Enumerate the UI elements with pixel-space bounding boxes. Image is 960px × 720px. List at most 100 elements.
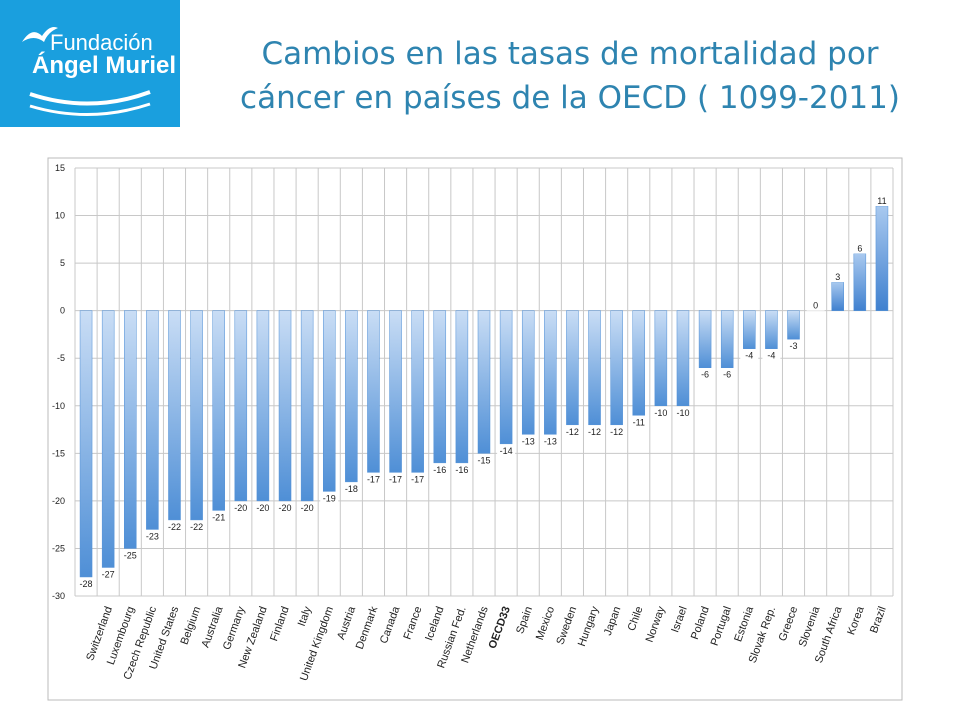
x-tick-label: OECD33 (487, 605, 513, 650)
value-label: -19 (323, 493, 336, 503)
value-label: -17 (367, 474, 380, 484)
y-tick-label: -5 (57, 353, 65, 363)
value-label-bg (850, 243, 869, 254)
value-label: -18 (345, 484, 358, 494)
x-tick-label: Mexico (534, 605, 557, 642)
bar (654, 310, 668, 407)
y-tick-label: 15 (55, 163, 65, 173)
y-tick-label: 10 (55, 211, 65, 221)
logo: Fundación Ángel Muriel (0, 0, 180, 127)
value-label: -27 (102, 569, 115, 579)
value-label-bg (298, 502, 317, 513)
x-tick-label: Greece (777, 605, 801, 643)
bar (256, 310, 270, 502)
value-label: -16 (433, 465, 446, 475)
value-label-bg (342, 483, 361, 494)
y-tick-label: 0 (60, 306, 65, 316)
bar (322, 310, 336, 492)
x-tick-label: France (402, 605, 425, 641)
value-label-bg (320, 493, 339, 504)
chart-title: Cambios en las tasas de mortalidad por c… (240, 36, 900, 116)
value-label-bg (872, 196, 891, 207)
value-label-bg (364, 474, 383, 485)
x-tick-label: Belgium (179, 605, 204, 646)
value-label: -22 (168, 522, 181, 532)
value-label: -15 (477, 455, 490, 465)
value-label: -16 (455, 465, 468, 475)
value-label: 3 (835, 272, 840, 282)
logo-line: Fundación (50, 30, 153, 55)
value-label-bg (497, 445, 516, 456)
value-label-bg (585, 426, 604, 437)
bar (521, 310, 535, 435)
value-label-bg (541, 436, 560, 447)
x-tick-label: Hungary (576, 604, 602, 648)
value-label: -14 (500, 446, 513, 456)
x-tick-label: Israel (669, 605, 689, 634)
value-label: -6 (723, 370, 731, 380)
value-label: -13 (522, 436, 535, 446)
value-label: -20 (279, 503, 292, 513)
value-label: -12 (610, 427, 623, 437)
value-label-bg (165, 521, 184, 532)
value-label-bg (452, 464, 471, 475)
value-label-bg (121, 550, 140, 561)
x-tick-label: Iceland (423, 605, 446, 642)
value-label-bg (408, 474, 427, 485)
value-label-bg (77, 578, 96, 589)
bar (632, 310, 646, 416)
value-label-bg (563, 426, 582, 437)
x-tick-label: Canada (378, 604, 403, 645)
bar (300, 310, 314, 502)
bar (831, 281, 844, 311)
x-tick-label: Denmark (354, 604, 381, 651)
x-tick-label: Japan (602, 605, 624, 637)
x-tick-label: Chile (626, 605, 646, 633)
value-label-bg (696, 369, 715, 380)
value-label: -12 (588, 427, 601, 437)
bar (168, 310, 181, 521)
value-label-bg (231, 502, 250, 513)
bar (544, 310, 557, 435)
bar (124, 310, 137, 549)
y-tick-label: 5 (60, 258, 65, 268)
value-label-bg (762, 350, 781, 361)
bar (278, 310, 292, 502)
value-label-bg (806, 300, 825, 311)
bar (455, 310, 469, 464)
value-label-bg (784, 341, 803, 352)
bar (101, 310, 115, 568)
bar (765, 310, 778, 349)
value-label: -3 (790, 341, 798, 351)
value-label-bg (276, 502, 295, 513)
x-tick-label: Korea (845, 604, 867, 637)
value-label: -13 (544, 436, 557, 446)
value-label-bg (828, 272, 847, 283)
logo-line: Ángel Muriel (32, 52, 177, 79)
bar (212, 310, 225, 511)
value-label: -10 (676, 408, 689, 418)
value-label-bg (629, 417, 648, 428)
value-label-bg (430, 464, 449, 475)
value-label: -25 (124, 550, 137, 560)
y-tick-label: -25 (52, 543, 65, 553)
value-label: -6 (701, 370, 709, 380)
value-label-bg (519, 436, 538, 447)
value-label-bg (718, 369, 737, 380)
bar (477, 310, 491, 454)
y-tick-label: -10 (52, 401, 65, 411)
value-label: -4 (767, 351, 775, 361)
value-label-bg (253, 502, 272, 513)
value-label: -22 (190, 522, 203, 532)
bar (499, 310, 513, 445)
value-label: -28 (80, 579, 93, 589)
bar (698, 310, 712, 368)
y-tick-label: -15 (52, 448, 65, 458)
value-label-bg (99, 569, 118, 580)
x-tick-label: Italy (296, 604, 314, 628)
value-label-bg (475, 455, 493, 466)
value-label: -23 (146, 531, 159, 541)
logo-bird (22, 27, 58, 42)
